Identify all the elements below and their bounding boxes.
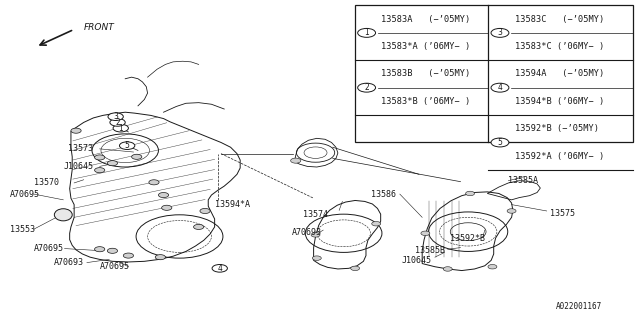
Text: A70695: A70695 — [34, 244, 64, 253]
Circle shape — [71, 128, 81, 133]
Text: 13583*A (’06MY− ): 13583*A (’06MY− ) — [381, 42, 470, 51]
Text: 13594A   (−’05MY): 13594A (−’05MY) — [515, 69, 604, 78]
Circle shape — [156, 255, 166, 260]
Text: 13585A: 13585A — [508, 176, 538, 185]
Text: 3: 3 — [497, 28, 502, 37]
Text: 13573: 13573 — [68, 144, 93, 153]
Text: 13592*A (’06MY− ): 13592*A (’06MY− ) — [515, 152, 604, 161]
Text: 13574: 13574 — [303, 210, 328, 219]
Circle shape — [200, 208, 210, 213]
Circle shape — [162, 205, 172, 210]
Text: 4: 4 — [497, 83, 502, 92]
Text: 13583*C (’06MY− ): 13583*C (’06MY− ) — [515, 42, 604, 51]
Text: A70693: A70693 — [54, 258, 84, 267]
Circle shape — [113, 124, 129, 132]
Text: 13570: 13570 — [34, 179, 59, 188]
Circle shape — [108, 248, 118, 253]
Text: 13592*B (−’05MY): 13592*B (−’05MY) — [515, 124, 598, 133]
Circle shape — [358, 28, 376, 37]
Text: 1: 1 — [118, 124, 123, 132]
Text: 13586: 13586 — [371, 189, 396, 199]
Text: 13585B: 13585B — [415, 246, 445, 255]
Circle shape — [108, 161, 118, 166]
Text: 4: 4 — [218, 264, 222, 273]
Text: J10645: J10645 — [63, 162, 93, 171]
Text: 13594*A: 13594*A — [214, 200, 250, 209]
Circle shape — [444, 267, 452, 271]
Text: A70693: A70693 — [292, 228, 322, 237]
Circle shape — [291, 158, 301, 163]
Circle shape — [507, 209, 516, 213]
Text: A70695: A70695 — [10, 189, 40, 199]
Text: 2: 2 — [115, 118, 120, 127]
Circle shape — [110, 119, 125, 126]
Text: 13583C   (−’05MY): 13583C (−’05MY) — [515, 15, 604, 24]
Text: 1: 1 — [364, 28, 369, 37]
Text: 5: 5 — [497, 138, 502, 147]
Text: 13583B   (−’05MY): 13583B (−’05MY) — [381, 69, 470, 78]
Circle shape — [491, 83, 509, 92]
Text: 5: 5 — [125, 141, 129, 150]
Circle shape — [124, 253, 134, 258]
Text: 13592*B: 13592*B — [450, 234, 484, 243]
Circle shape — [149, 180, 159, 185]
Circle shape — [95, 168, 105, 173]
Circle shape — [95, 155, 105, 160]
Text: 2: 2 — [364, 83, 369, 92]
Text: 13594*B (’06MY− ): 13594*B (’06MY− ) — [515, 97, 604, 106]
Circle shape — [372, 221, 381, 226]
Circle shape — [421, 231, 430, 236]
Text: A022001167: A022001167 — [556, 302, 602, 311]
Text: 13583*B (’06MY− ): 13583*B (’06MY− ) — [381, 97, 470, 106]
Circle shape — [132, 154, 142, 159]
Circle shape — [351, 266, 360, 270]
Circle shape — [95, 247, 105, 252]
Text: J10645: J10645 — [401, 256, 431, 265]
Circle shape — [108, 113, 124, 121]
Text: 13553: 13553 — [10, 225, 35, 234]
Circle shape — [488, 265, 497, 269]
Circle shape — [466, 191, 474, 196]
Circle shape — [491, 138, 509, 147]
Circle shape — [491, 28, 509, 37]
Circle shape — [159, 193, 169, 197]
Text: A70695: A70695 — [100, 262, 130, 271]
Circle shape — [193, 224, 204, 229]
Circle shape — [358, 83, 376, 92]
Circle shape — [312, 256, 321, 260]
Text: 13575: 13575 — [550, 209, 575, 218]
Circle shape — [120, 142, 135, 149]
Circle shape — [212, 265, 227, 272]
Bar — [355, 5, 633, 142]
Text: 3: 3 — [113, 112, 118, 121]
Circle shape — [311, 233, 320, 237]
Text: FRONT: FRONT — [84, 23, 115, 32]
Text: 13583A   (−’05MY): 13583A (−’05MY) — [381, 15, 470, 24]
Ellipse shape — [54, 209, 72, 221]
